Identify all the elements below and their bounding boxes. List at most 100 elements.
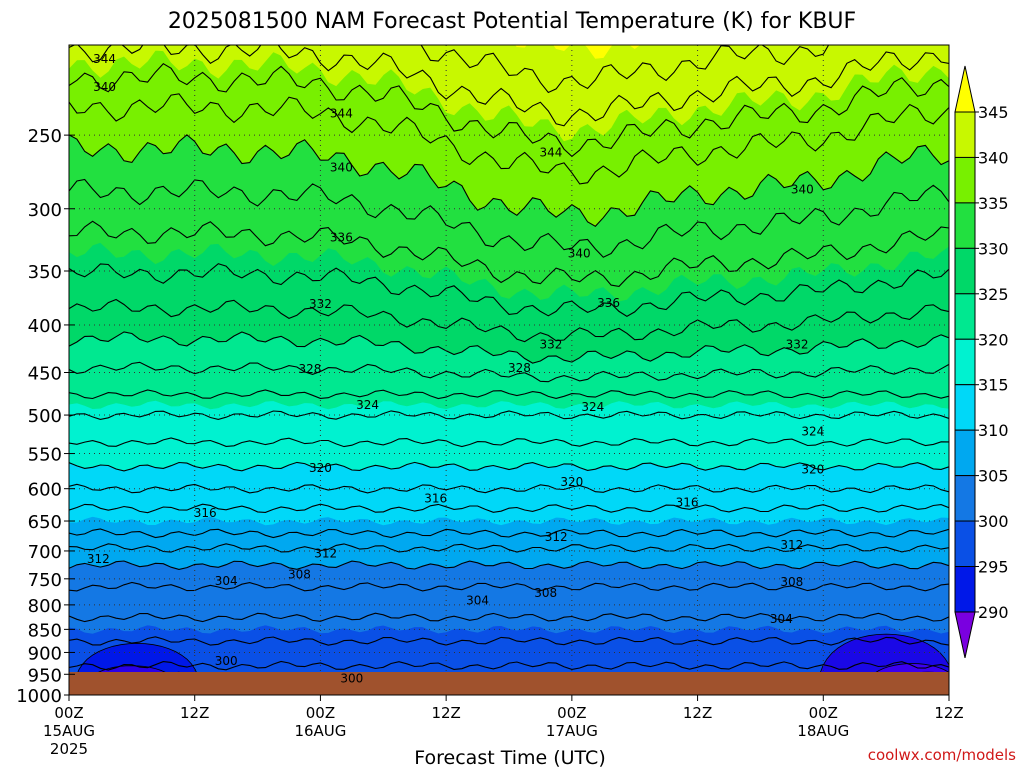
- contour-label-308-27: 308: [288, 567, 311, 581]
- colorbar-label-325: 325: [978, 285, 1009, 304]
- x-tick-label-12h: 12Z: [180, 704, 209, 722]
- contour-346: [69, 45, 949, 127]
- y-tick-label-400: 400: [28, 316, 62, 337]
- contour-328: [69, 361, 949, 383]
- contour-label-300-33: 300: [215, 654, 238, 668]
- contour-label-336-8: 336: [597, 296, 620, 310]
- ground-surface: [69, 672, 949, 695]
- colorbar-top-arrow: [954, 65, 976, 113]
- contour-label-316-20: 316: [194, 506, 217, 520]
- contour-label-332-9: 332: [309, 297, 332, 311]
- contour-320: [69, 461, 949, 472]
- contour-label-332-10: 332: [539, 338, 562, 352]
- contour-label-316-22: 316: [676, 496, 699, 510]
- colorbar-label-290: 290: [978, 603, 1009, 622]
- x-date-label-0h: 15AUG: [43, 722, 95, 740]
- contour-344: [69, 63, 949, 158]
- contour-332: [69, 298, 949, 343]
- contour-label-324-14: 324: [356, 398, 379, 412]
- contour-label-312-24: 312: [314, 546, 337, 560]
- contour-334: [69, 263, 949, 318]
- contour-label-324-15: 324: [581, 400, 604, 414]
- contour-label-312-26: 312: [780, 538, 803, 552]
- colorbar-box-320-325: [954, 293, 976, 340]
- colorbar-label-315: 315: [978, 376, 1009, 395]
- colorbar-bottom-arrow: [954, 611, 976, 659]
- colorbar-box-305-310: [954, 429, 976, 477]
- y-tick-label-800: 800: [28, 596, 62, 617]
- contour-label-332-11: 332: [786, 338, 809, 352]
- contour-310: [69, 560, 949, 570]
- x-axis-title: Forecast Time (UTC): [414, 747, 605, 768]
- contour-label-308-29: 308: [780, 575, 803, 589]
- contour-304: [69, 636, 949, 646]
- colorbar-label-305: 305: [978, 467, 1009, 486]
- contour-labels: 344 340 344 340 336 344 340 340 336 332 332 332 328 3…: [87, 52, 824, 686]
- chart-title: 2025081500 NAM Forecast Potential Temper…: [168, 9, 856, 34]
- x-date-label-72h: 18AUG: [797, 722, 849, 740]
- y-tick-label-450: 450: [28, 364, 62, 385]
- plot-area: 344 340 344 340 336 344 340 340 336 332 332 332 328 3…: [69, 45, 949, 695]
- contour-label-304-30: 304: [215, 574, 238, 588]
- colorbar-label-345: 345: [978, 103, 1009, 122]
- y-tick-label-500: 500: [28, 406, 62, 427]
- contour-302: [69, 660, 949, 671]
- x-tick-label-84h: 12Z: [934, 704, 963, 722]
- y-tick-label-300: 300: [28, 200, 62, 221]
- colorbar-box-330-335: [954, 202, 976, 249]
- x-date-label-48h: 17AUG: [546, 722, 598, 740]
- contour-label-340-3: 340: [330, 161, 353, 175]
- contour-322: [69, 437, 949, 448]
- contour-348: [420, 45, 830, 94]
- x-tick-label-60h: 12Z: [683, 704, 712, 722]
- x-tick-label-0h: 00Z: [54, 704, 83, 722]
- contour-label-312-23: 312: [87, 552, 110, 566]
- colorbar-label-330: 330: [978, 239, 1009, 258]
- colorbar-label-295: 295: [978, 558, 1009, 577]
- contour-label-320-18: 320: [560, 475, 583, 489]
- grid-lines: [69, 45, 949, 695]
- contour-label-312-25: 312: [545, 530, 568, 544]
- colorbar-label-335: 335: [978, 194, 1009, 213]
- contour-338: [69, 178, 949, 258]
- plot-frame: [68, 44, 950, 696]
- contour-label-344-0: 344: [93, 52, 116, 66]
- y-tick-label-750: 750: [28, 570, 62, 591]
- colorbar-box-310-315: [954, 384, 976, 431]
- contour-label-340-6: 340: [568, 246, 591, 260]
- contour-label-300-34: 300: [340, 672, 363, 686]
- contour-label-344-2: 344: [330, 107, 353, 121]
- x-year-label: 2025: [50, 740, 88, 758]
- credit-text: coolwx.com/models: [868, 746, 1016, 764]
- x-tick-label-48h: 00Z: [557, 704, 586, 722]
- contour-label-304-31: 304: [466, 593, 489, 607]
- theta-band-310-315: [69, 516, 949, 570]
- colorbar-box-295-300: [954, 520, 976, 567]
- x-date-label-24h: 16AUG: [294, 722, 346, 740]
- colorbar-label-320: 320: [978, 330, 1009, 349]
- y-tick-label-900: 900: [28, 643, 62, 664]
- y-tick-label-700: 700: [28, 542, 62, 563]
- y-tick-label-550: 550: [28, 445, 62, 466]
- x-tick-label-24h: 00Z: [306, 704, 335, 722]
- contour-324: [69, 410, 949, 420]
- contour-330: [69, 331, 949, 364]
- colorbar-label-340: 340: [978, 148, 1009, 167]
- colorbar-box-315-320: [954, 338, 976, 386]
- colorbar: 345 340 335 330 325 320 315 310 305 300 295 290: [954, 65, 1009, 659]
- colorbar-label-300: 300: [978, 512, 1009, 531]
- contour-label-344-5: 344: [539, 146, 562, 160]
- colorbar-box-335-340: [954, 156, 976, 204]
- theta-band-360-undefined: [484, 45, 641, 59]
- contour-label-320-17: 320: [309, 461, 332, 475]
- y-tick-label-250: 250: [28, 126, 62, 147]
- y-tick-label-1000: 1000: [16, 686, 62, 707]
- contour-336: [69, 220, 949, 287]
- contour-308: [69, 581, 949, 592]
- contour-label-328-13: 328: [508, 361, 531, 375]
- theta-band-345-360: [69, 45, 949, 142]
- contour-label-304-32: 304: [770, 612, 793, 626]
- x-tick-label-36h: 12Z: [431, 704, 460, 722]
- colorbar-box-325-330: [954, 247, 976, 295]
